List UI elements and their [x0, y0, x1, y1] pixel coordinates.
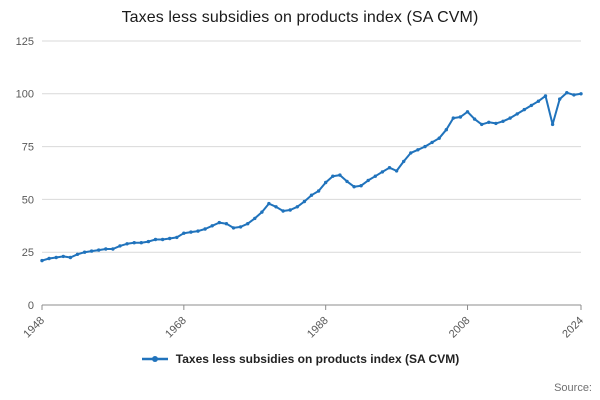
svg-text:1968: 1968 — [163, 315, 189, 341]
legend: Taxes less subsidies on products index (… — [0, 352, 600, 366]
svg-text:50: 50 — [22, 194, 34, 206]
svg-text:1948: 1948 — [21, 315, 47, 341]
legend-line-marker-icon — [141, 356, 168, 362]
line-chart-canvas: 0 25 50 75 100 125 1948 1968 1988 2008 2024 — [16, 36, 586, 341]
svg-text:75: 75 — [22, 141, 34, 153]
svg-text:100: 100 — [16, 89, 34, 101]
svg-text:2024: 2024 — [560, 315, 586, 341]
legend-label: Taxes less subsidies on products index (… — [175, 352, 460, 366]
svg-text:1988: 1988 — [305, 315, 331, 341]
svg-text:0: 0 — [28, 300, 34, 312]
svg-text:125: 125 — [16, 36, 34, 48]
svg-text:2008: 2008 — [447, 315, 473, 341]
svg-text:25: 25 — [22, 247, 34, 259]
chart-title: Taxes less subsidies on products index (… — [121, 9, 479, 26]
source-label: Source: — [554, 382, 592, 394]
